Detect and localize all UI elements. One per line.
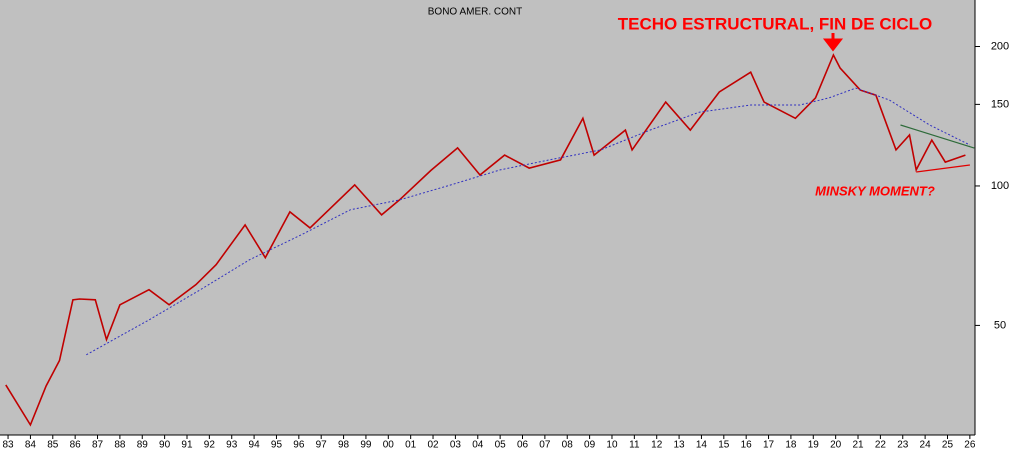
x-tick-label: 93 [226,440,238,451]
annotation: MINSKY MOMENT? [815,183,935,198]
x-tick-label: 10 [606,440,618,451]
x-tick-label: 97 [316,440,328,451]
x-tick-label: 01 [405,440,417,451]
x-tick-label: 07 [539,440,551,451]
y-tick-label: 200 [991,40,1009,52]
x-tick-label: 84 [25,440,37,451]
x-tick-label: 85 [47,440,59,451]
x-tick-label: 95 [271,440,283,451]
price-line [5,53,966,427]
chart-title: BONO AMER. CONT [428,7,522,18]
axis-panel [975,0,1024,453]
moving-average [86,87,971,356]
trend-line [900,124,975,149]
x-tick-label: 11 [629,440,640,451]
axis-panel [0,435,975,453]
plot-background [0,0,975,435]
x-tick-label: 86 [70,440,82,451]
x-tick-label: 18 [785,440,797,451]
x-tick-label: 89 [137,440,149,451]
x-tick-label: 13 [674,440,686,451]
x-tick-label: 14 [696,440,708,451]
x-tick-label: 08 [562,440,574,451]
x-tick-label: 90 [159,440,171,451]
x-tick-label: 94 [249,440,261,451]
annotation: TECHO ESTRUCTURAL, FIN DE CICLO [618,14,933,33]
trend-line [916,164,970,173]
x-tick-label: 88 [114,440,126,451]
x-tick-label: 98 [338,440,350,451]
x-tick-label: 21 [852,440,864,451]
annotation-arrow [822,33,844,52]
x-tick-label: 04 [472,440,484,451]
x-tick-label: 06 [517,440,529,451]
x-tick-label: 19 [808,440,820,451]
y-tick-label: 150 [991,98,1009,110]
x-tick-label: 05 [495,440,507,451]
y-tick-label: 50 [994,319,1006,331]
y-tick-label: 100 [991,180,1009,192]
x-tick-label: 03 [450,440,462,451]
x-tick-label: 87 [92,440,104,451]
x-tick-label: 20 [830,440,842,451]
x-tick-label: 12 [651,440,663,451]
x-tick-label: 96 [293,440,305,451]
x-tick-label: 17 [763,440,775,451]
x-tick-label: 09 [584,440,596,451]
x-tick-label: 25 [942,440,954,451]
x-tick-label: 26 [964,440,976,451]
x-tick-label: 15 [718,440,730,451]
x-tick-label: 02 [427,440,439,451]
x-tick-label: 83 [2,440,14,451]
x-tick-label: 00 [383,440,395,451]
x-tick-label: 99 [360,440,372,451]
x-tick-label: 16 [741,440,753,451]
x-tick-label: 91 [181,440,193,451]
x-tick-label: 92 [204,440,216,451]
x-tick-label: 22 [875,440,887,451]
x-tick-label: 24 [920,440,932,451]
x-tick-label: 23 [897,440,909,451]
